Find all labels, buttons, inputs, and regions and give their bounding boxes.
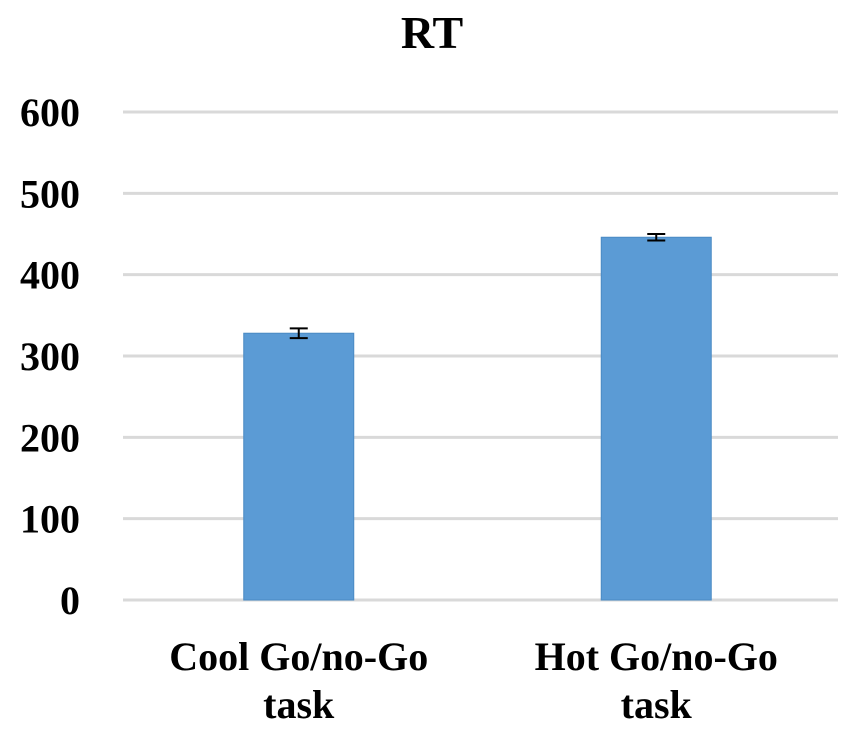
error-bar	[647, 233, 666, 242]
y-axis-ticks: 0 100 200 300 400 500 600	[20, 90, 80, 623]
bar	[600, 236, 712, 601]
x-axis-labels: Cool Go/no-Go task Hot Go/no-Go task	[169, 634, 778, 727]
y-tick-label: 200	[20, 415, 80, 460]
x-tick-label: Hot Go/no-Go task	[535, 634, 778, 727]
bar	[243, 332, 355, 601]
y-tick-label: 100	[20, 497, 80, 542]
y-tick-label: 300	[20, 334, 80, 379]
chart-title: RT	[401, 7, 463, 58]
y-tick-label: 0	[60, 578, 80, 623]
y-tick-label: 400	[20, 253, 80, 298]
bars	[243, 236, 712, 601]
gridlines	[123, 110, 838, 602]
y-tick-label: 500	[20, 171, 80, 216]
error-bars	[289, 233, 666, 340]
y-tick-label: 600	[20, 90, 80, 135]
x-tick-label: Cool Go/no-Go task	[169, 634, 428, 727]
error-bar	[289, 327, 308, 340]
